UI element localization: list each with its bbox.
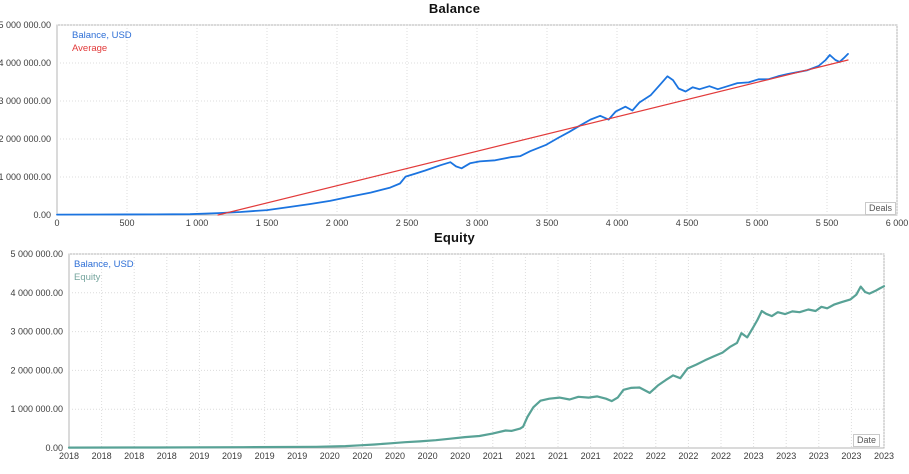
x-tick-label: 4 000 <box>606 218 629 228</box>
x-tick-label: 2 000 <box>326 218 349 228</box>
equity-chart-title: Equity <box>434 230 475 245</box>
plot-area <box>68 253 885 449</box>
legend-item-balance-usd: Balance, USD <box>74 259 134 270</box>
equity-chart-legend: Balance, USD Equity <box>74 258 134 284</box>
x-tick-label: 2020 <box>385 451 405 461</box>
y-tick-label: 2 000 000.00 <box>0 134 51 144</box>
x-tick-label: 4 500 <box>676 218 699 228</box>
x-tick-label: 2022 <box>678 451 698 461</box>
legend-item-average: Average <box>72 43 108 54</box>
legend-item-equity: Equity <box>74 272 101 283</box>
series-balance-usd <box>56 53 849 216</box>
x-tick-label: 3 500 <box>536 218 559 228</box>
y-tick-label: 0.00 <box>45 443 63 453</box>
x-tick-label: 500 <box>119 218 134 228</box>
y-tick-label: 4 000 000.00 <box>0 58 51 68</box>
date-axis-label: Date <box>852 434 880 447</box>
x-tick-label: 2023 <box>776 451 796 461</box>
x-tick-label: 2020 <box>450 451 470 461</box>
x-tick-label: 2021 <box>548 451 568 461</box>
x-tick-label: 2019 <box>287 451 307 461</box>
x-tick-label: 2 500 <box>396 218 419 228</box>
x-tick-label: 2023 <box>809 451 829 461</box>
deals-axis-label: Deals <box>864 202 896 215</box>
x-tick-label: 2022 <box>711 451 731 461</box>
x-tick-label: 2018 <box>92 451 112 461</box>
x-tick-label: 2023 <box>841 451 861 461</box>
y-tick-label: 1 000 000.00 <box>10 404 63 414</box>
x-tick-label: 6 000 <box>886 218 909 228</box>
x-tick-label: 2018 <box>59 451 79 461</box>
y-tick-label: 5 000 000.00 <box>10 249 63 259</box>
y-tick-label: 3 000 000.00 <box>0 96 51 106</box>
x-tick-label: 2021 <box>515 451 535 461</box>
balance-chart-title: Balance <box>428 1 481 16</box>
legend-item-balance-usd: Balance, USD <box>72 30 132 41</box>
x-tick-label: 2022 <box>646 451 666 461</box>
x-tick-label: 1 000 <box>186 218 209 228</box>
x-tick-label: 2021 <box>581 451 601 461</box>
x-tick-label: 2019 <box>189 451 209 461</box>
x-tick-label: 5 500 <box>816 218 839 228</box>
series-equity <box>67 285 886 449</box>
x-tick-label: 2020 <box>352 451 372 461</box>
x-tick-label: 2023 <box>744 451 764 461</box>
x-tick-label: 0 <box>54 218 59 228</box>
x-tick-label: 2021 <box>483 451 503 461</box>
x-tick-label: 2019 <box>222 451 242 461</box>
x-tick-label: 2023 <box>874 451 894 461</box>
x-tick-label: 2019 <box>255 451 275 461</box>
series-average <box>217 59 849 216</box>
x-tick-label: 2018 <box>124 451 144 461</box>
x-tick-label: 3 000 <box>466 218 489 228</box>
y-tick-label: 0.00 <box>33 210 51 220</box>
y-tick-label: 4 000 000.00 <box>10 288 63 298</box>
plot-area <box>56 24 898 216</box>
y-tick-label: 2 000 000.00 <box>10 365 63 375</box>
x-tick-label: 2022 <box>613 451 633 461</box>
y-tick-label: 3 000 000.00 <box>10 327 63 337</box>
x-tick-label: 1 500 <box>256 218 279 228</box>
y-tick-label: 5 000 000.00 <box>0 20 51 30</box>
balance-chart-legend: Balance, USD Average <box>72 29 132 55</box>
y-tick-label: 1 000 000.00 <box>0 172 51 182</box>
x-tick-label: 2018 <box>157 451 177 461</box>
x-tick-label: 2020 <box>320 451 340 461</box>
x-tick-label: 5 000 <box>746 218 769 228</box>
x-tick-label: 2020 <box>418 451 438 461</box>
